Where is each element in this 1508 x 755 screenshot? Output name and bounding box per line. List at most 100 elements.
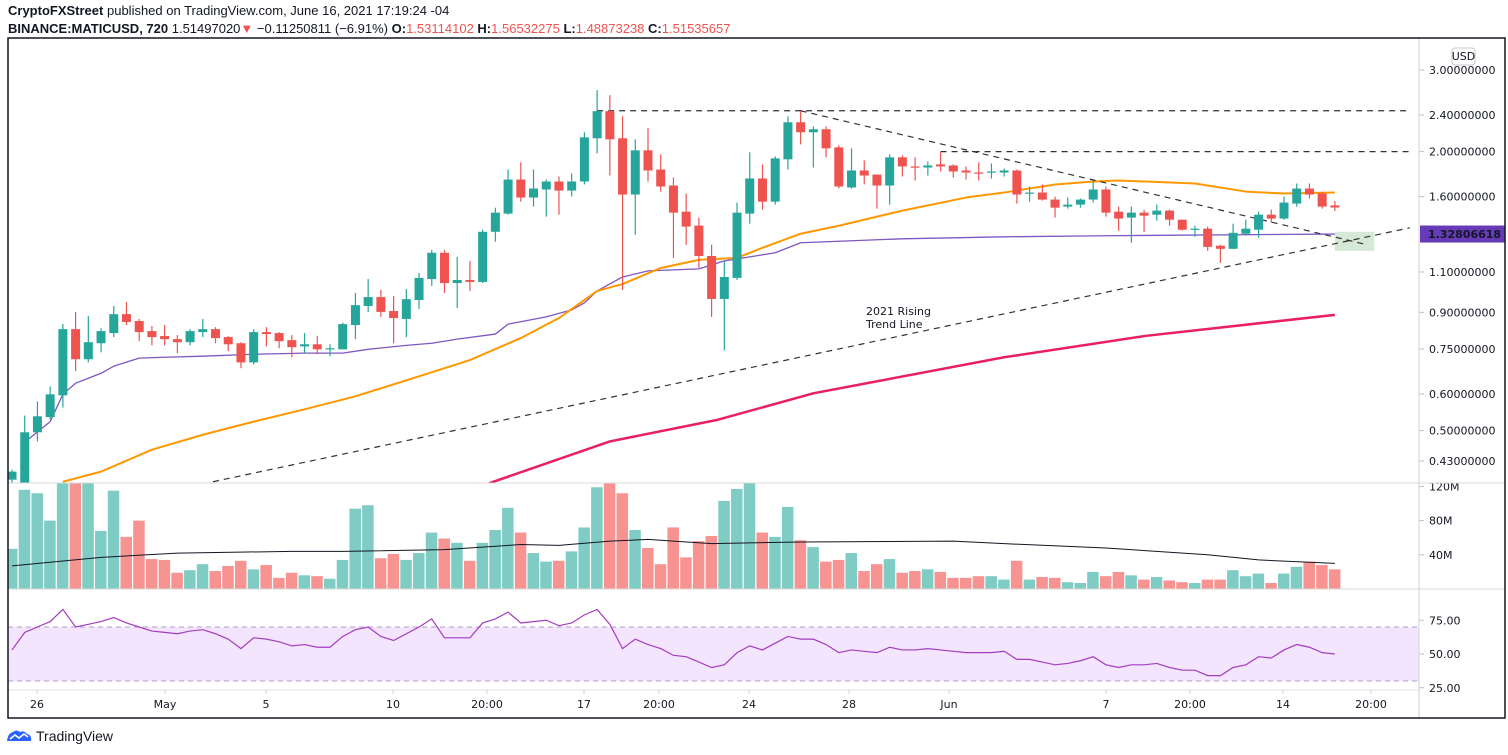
candle	[605, 95, 615, 176]
annotation-line-2: Trend Line	[865, 318, 923, 331]
candle	[1266, 209, 1276, 223]
candle	[961, 166, 971, 180]
candle	[452, 256, 462, 308]
volume-bar	[234, 560, 247, 589]
price-pane	[8, 90, 1412, 483]
price-axis-label: 0.60000000	[1429, 388, 1495, 401]
candle-body	[32, 416, 42, 433]
volume-bar	[743, 483, 756, 589]
price-axis-label: 2.00000000	[1429, 146, 1495, 159]
volume-bar	[845, 553, 858, 589]
volume-bar	[1278, 573, 1290, 589]
candle	[643, 128, 653, 182]
candle	[300, 333, 310, 354]
candle-body	[1063, 204, 1073, 207]
volume-bar	[591, 487, 603, 589]
candle	[109, 305, 119, 338]
candle-body	[185, 331, 195, 343]
candle	[1088, 180, 1098, 203]
axes[interactable]: 26 May 5 10 20:00 17 20:00 24 28 Jun 7 20:00 14 20:00…	[30, 64, 1495, 711]
candle	[1330, 200, 1340, 212]
tradingview-footer[interactable]: TradingView	[6, 728, 113, 744]
candle	[389, 296, 399, 344]
volume-bar	[209, 571, 222, 589]
candle-body	[427, 252, 437, 280]
volume-bar	[184, 570, 196, 589]
high-label: H:	[477, 21, 492, 36]
time-axis-label: 20:00	[1355, 698, 1387, 711]
candle	[656, 154, 666, 192]
candle-body	[198, 329, 208, 333]
candle-body	[605, 111, 615, 140]
candle-body	[796, 122, 806, 133]
currency-box[interactable]	[1451, 47, 1476, 66]
volume-bar	[247, 569, 260, 589]
candle	[1279, 196, 1289, 220]
candle-body	[147, 331, 157, 338]
candle-body	[439, 252, 449, 284]
volume-bar	[120, 536, 132, 589]
volume-bar	[1303, 561, 1315, 589]
candle	[1228, 223, 1238, 249]
candle	[58, 324, 68, 408]
candle	[1215, 244, 1225, 263]
candle-body	[529, 188, 539, 198]
volume-bar	[18, 489, 31, 589]
candle-body	[109, 314, 119, 334]
volume-bar	[909, 571, 921, 589]
time-axis-label: 24	[742, 698, 756, 711]
current-ma-value-label	[1420, 225, 1505, 243]
candle	[974, 162, 984, 181]
candle-body	[681, 211, 691, 227]
volume-bar	[171, 572, 183, 589]
candle-body	[478, 231, 488, 282]
candle-body	[1152, 210, 1162, 215]
apex-highlight-zone[interactable]	[1334, 231, 1375, 251]
volume-bar	[616, 493, 629, 589]
candle	[1304, 183, 1314, 199]
candle	[847, 148, 857, 189]
candle-body	[808, 129, 818, 133]
candle-body	[452, 279, 462, 284]
candle	[121, 302, 131, 326]
volume-bar	[807, 547, 819, 589]
volume-bar	[502, 507, 514, 589]
publisher-name[interactable]: CryptoFXStreet	[8, 3, 104, 18]
volume-bar	[960, 577, 972, 589]
candle-body	[1050, 199, 1060, 208]
volume-bar	[642, 547, 654, 589]
price-axis-label: 0.90000000	[1429, 306, 1495, 319]
candle-body	[770, 158, 780, 202]
time-axis-label: 20:00	[643, 698, 675, 711]
volume-bar	[476, 542, 489, 589]
volume-bar	[578, 527, 590, 589]
volume-bar	[1227, 570, 1239, 589]
descending-trend-line[interactable]	[800, 110, 1367, 246]
candle-body	[643, 150, 653, 171]
candle-body	[910, 166, 920, 168]
volume-bar	[362, 505, 374, 589]
symbol-label[interactable]: BINANCE:MATICUSD, 720	[8, 21, 169, 36]
volume-bar	[1061, 582, 1074, 589]
volume-bar	[629, 530, 641, 589]
2021-rising-trend-line[interactable]	[212, 227, 1411, 483]
volume-bar	[1099, 576, 1112, 589]
candle	[1025, 186, 1035, 202]
candle	[694, 217, 704, 268]
candle	[592, 90, 602, 154]
candle-body	[579, 137, 589, 182]
volume-bar	[769, 536, 781, 589]
candle	[668, 177, 678, 258]
volume-bar	[413, 553, 425, 589]
volume-bar	[1265, 583, 1277, 589]
candle	[427, 249, 437, 286]
candle	[757, 164, 767, 210]
candle	[236, 342, 246, 369]
chart-frame	[7, 37, 1506, 719]
volume-bar	[324, 578, 336, 589]
candle	[1254, 211, 1264, 238]
candle	[986, 163, 996, 179]
candle-body	[1241, 228, 1251, 234]
candle	[439, 249, 449, 293]
